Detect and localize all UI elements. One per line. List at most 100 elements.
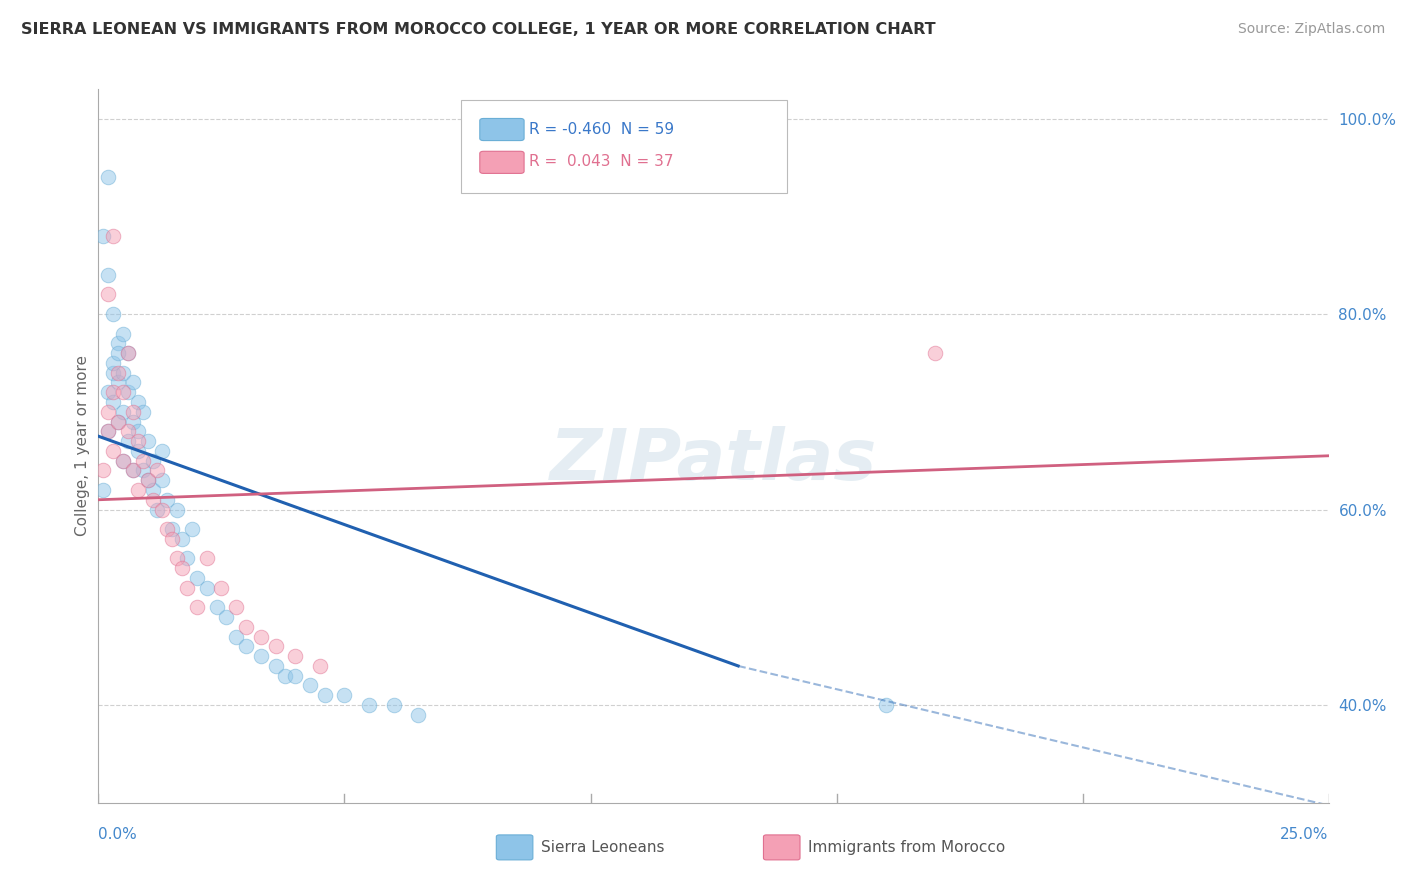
Point (195, 551, 218, 566)
Point (172, 561, 194, 575)
Point (127, 443, 149, 458)
Point (112, 453, 135, 467)
FancyBboxPatch shape (496, 835, 533, 860)
Point (117, 425, 139, 439)
Point (93, 463, 115, 477)
Point (146, 502, 169, 516)
Text: Source: ZipAtlas.com: Source: ZipAtlas.com (1237, 22, 1385, 37)
Point (333, 688, 356, 702)
Point (122, 376, 145, 390)
Point (225, 600, 247, 615)
Point (122, 405, 145, 419)
Point (142, 453, 165, 467)
Point (142, 483, 165, 497)
Text: R =  0.043  N = 37: R = 0.043 N = 37 (529, 154, 673, 169)
Point (875, 698, 897, 712)
Text: SIERRA LEONEAN VS IMMIGRANTS FROM MOROCCO COLLEGE, 1 YEAR OR MORE CORRELATION CH: SIERRA LEONEAN VS IMMIGRANTS FROM MOROCC… (21, 22, 936, 37)
Point (162, 532, 183, 546)
Text: 0.0%: 0.0% (98, 827, 138, 842)
Point (112, 326, 135, 341)
Point (132, 463, 155, 477)
Point (195, 581, 218, 595)
Point (176, 581, 198, 595)
Point (284, 649, 307, 664)
Point (162, 522, 183, 536)
Point (186, 571, 208, 585)
Point (127, 425, 149, 439)
Point (112, 385, 135, 400)
Point (107, 366, 129, 380)
Point (382, 698, 405, 712)
Point (117, 346, 139, 360)
Point (117, 346, 139, 360)
Point (127, 395, 149, 409)
Point (107, 415, 129, 429)
Point (156, 522, 179, 536)
Point (274, 669, 297, 683)
Point (112, 453, 135, 467)
Point (146, 463, 169, 477)
Point (132, 405, 155, 419)
Point (97, 405, 120, 419)
Point (166, 502, 188, 516)
Point (924, 346, 946, 360)
Point (93, 228, 115, 243)
Point (103, 356, 125, 370)
Point (112, 405, 135, 419)
Point (235, 620, 257, 634)
Point (250, 649, 273, 664)
Point (97, 385, 120, 400)
FancyBboxPatch shape (479, 119, 524, 141)
Point (205, 600, 228, 615)
Point (107, 346, 129, 360)
Point (136, 473, 159, 487)
Point (235, 640, 257, 654)
Text: Sierra Leoneans: Sierra Leoneans (541, 840, 665, 855)
Point (152, 443, 174, 458)
Point (93, 483, 115, 497)
Point (132, 453, 155, 467)
Point (176, 551, 198, 566)
Point (97, 170, 120, 185)
Text: 25.0%: 25.0% (1281, 827, 1329, 842)
Point (408, 707, 430, 722)
Point (107, 336, 129, 351)
Point (97, 425, 120, 439)
Point (117, 385, 139, 400)
Point (156, 492, 179, 507)
Point (127, 483, 149, 497)
Point (250, 630, 273, 644)
Point (97, 287, 120, 301)
Point (264, 659, 287, 673)
Point (152, 473, 174, 487)
Point (103, 366, 125, 380)
Point (172, 532, 194, 546)
Point (117, 434, 139, 449)
Point (136, 473, 159, 487)
Point (97, 268, 120, 282)
Point (103, 385, 125, 400)
Point (122, 415, 145, 429)
Point (166, 551, 188, 566)
FancyBboxPatch shape (461, 100, 787, 193)
Point (142, 492, 165, 507)
Point (181, 522, 204, 536)
Point (299, 678, 322, 692)
Point (314, 688, 336, 702)
Text: ZIPatlas: ZIPatlas (550, 425, 877, 495)
Point (107, 415, 129, 429)
Y-axis label: College, 1 year or more: College, 1 year or more (75, 356, 90, 536)
Point (122, 463, 145, 477)
Point (152, 502, 174, 516)
Point (309, 659, 332, 673)
Point (359, 698, 381, 712)
FancyBboxPatch shape (763, 835, 800, 860)
Point (122, 463, 145, 477)
Point (103, 395, 125, 409)
Point (136, 434, 159, 449)
Point (211, 581, 233, 595)
Point (103, 307, 125, 321)
Text: R = -0.460  N = 59: R = -0.460 N = 59 (529, 121, 673, 136)
Point (97, 425, 120, 439)
FancyBboxPatch shape (479, 152, 524, 173)
